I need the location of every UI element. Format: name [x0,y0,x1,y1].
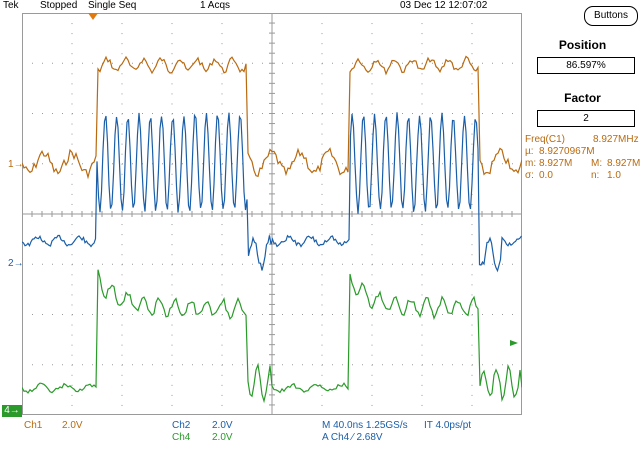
meas-min-label: m: [525,158,537,169]
position-value-field[interactable]: 86.597% [537,57,635,74]
meas-max-value: 8.927M [607,158,640,169]
interval-readout: IT 4.0ps/pt [424,420,472,431]
meas-max-label: M: [591,158,603,169]
factor-value-field[interactable]: 2 [537,110,635,127]
meas-sigma-value: 0.0 [539,170,553,181]
ch1-label: Ch1 [24,420,43,431]
ch1-scale: 2.0V [62,420,83,431]
ch4-scale: 2.0V [212,432,233,443]
ch1-waveform [22,55,522,180]
meas-mean-label: µ: [525,146,534,157]
ch2-label: Ch2 [172,420,191,431]
acquisition-mode: Single Seq [88,0,137,11]
trigger-level-icon [510,340,518,346]
status-bar: Tek Stopped Single Seq 1 Acqs 03 Dec 12 … [0,0,530,12]
acquisition-count: 1 Acqs [200,0,231,11]
meas-count-value: 1.0 [607,170,621,181]
ch2-marker[interactable]: 2→ [8,258,24,269]
ch4-marker[interactable]: 4→ [2,405,22,417]
meas-title: Freq(C1) [525,134,566,145]
ch4-marker-label: 4 [4,405,10,416]
meas-mean-value: 8.9270967M [539,146,595,157]
acquisition-status: Stopped [40,0,78,11]
waveform-display [22,13,522,415]
graticule [22,13,522,415]
meas-min-value: 8.927M [539,158,573,169]
ch2-waveform [22,112,522,273]
trigger-position-icon [88,13,98,20]
ch1-marker-label: 1 [8,159,14,170]
ch4-waveform [22,269,522,404]
ch1-marker[interactable]: 1→ [8,159,24,170]
datetime-label: 03 Dec 12 12:07:02 [400,0,488,11]
position-title: Position [558,38,607,52]
trigger-readout: A Ch4 ⁄ 2.68V [322,432,383,443]
meas-value: 8.927MHz [593,134,639,145]
meas-count-label: n: [591,170,600,181]
ch2-marker-label: 2 [8,258,14,269]
timebase-readout: M 40.0ns 1.25GS/s [322,420,408,431]
ch4-label: Ch4 [172,432,191,443]
brand-label: Tek [3,0,19,11]
buttons-button[interactable]: Buttons [584,6,638,26]
ch2-scale: 2.0V [212,420,233,431]
meas-sigma-label: σ: [525,170,534,181]
factor-title: Factor [564,91,601,105]
side-panel: Buttons Position 86.597% Factor 2 Freq(C… [525,0,640,454]
